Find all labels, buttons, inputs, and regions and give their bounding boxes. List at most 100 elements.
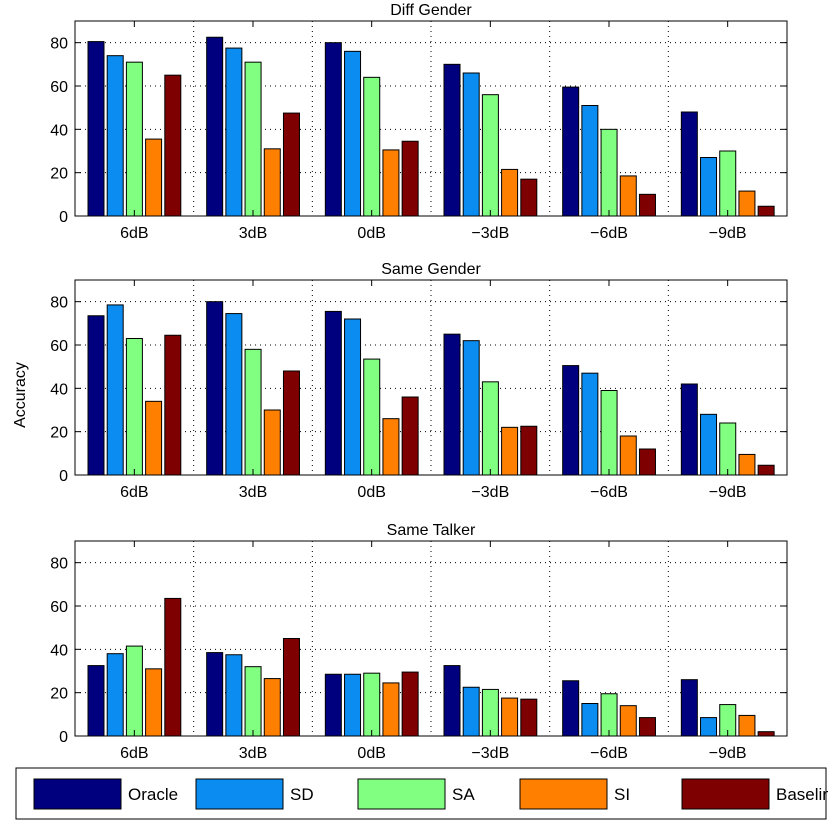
bar-si-5 bbox=[619, 175, 637, 217]
legend-swatch-sd bbox=[195, 778, 284, 810]
bar-oracle-1 bbox=[87, 315, 105, 476]
bar-sd-5 bbox=[581, 105, 599, 217]
bar-si-2 bbox=[263, 148, 281, 217]
y-tick-label: 80 bbox=[50, 295, 68, 312]
bar-si-3 bbox=[382, 418, 400, 476]
panel-3: Same Talker 0 20 40 60 80 6dB 3dB 0dB −3dB −6dB −9d… bbox=[50, 522, 788, 762]
x-tick-label: −3dB bbox=[471, 225, 509, 242]
panel-1: Diff Gender 0 20 40 60 80 6dB 3dB 0dB −3dB −6dB −9d… bbox=[50, 2, 788, 242]
y-tick-label: 20 bbox=[50, 166, 68, 183]
bar-sd-6 bbox=[700, 157, 718, 217]
bar-sa-1 bbox=[125, 61, 143, 217]
bar-oracle-6 bbox=[680, 383, 698, 476]
bar-baseline-5 bbox=[638, 717, 656, 737]
bar-sd-3 bbox=[344, 673, 362, 737]
y-tick-label: 20 bbox=[50, 686, 68, 703]
bar-baseline-2 bbox=[282, 112, 300, 217]
panel-title: Diff Gender bbox=[390, 2, 472, 19]
bar-sa-5 bbox=[600, 128, 618, 217]
panel-title: Same Talker bbox=[387, 522, 476, 539]
x-tick-label: 3dB bbox=[239, 484, 267, 501]
bar-si-5 bbox=[619, 435, 637, 476]
bar-baseline-4 bbox=[520, 425, 538, 476]
x-tick-label: −6dB bbox=[590, 225, 628, 242]
y-tick-label: 0 bbox=[59, 468, 68, 485]
legend-label-oracle: Oracle bbox=[128, 785, 178, 804]
bar-sd-5 bbox=[581, 703, 599, 737]
bar-si-6 bbox=[738, 190, 756, 217]
bar-oracle-1 bbox=[87, 41, 105, 217]
x-tick-label: −9dB bbox=[709, 484, 747, 501]
legend-swatch-sa bbox=[357, 778, 446, 810]
bar-oracle-4 bbox=[443, 665, 461, 737]
bar-sa-1 bbox=[125, 645, 143, 737]
bar-sa-2 bbox=[244, 348, 262, 476]
bar-si-2 bbox=[263, 409, 281, 476]
bar-sa-5 bbox=[600, 693, 618, 737]
bar-si-4 bbox=[501, 426, 519, 476]
bar-oracle-2 bbox=[206, 36, 224, 217]
x-tick-label: 3dB bbox=[239, 225, 267, 242]
bar-si-4 bbox=[501, 697, 519, 737]
bar-si-1 bbox=[145, 138, 163, 217]
bar-sd-2 bbox=[225, 654, 243, 737]
y-tick-label: 0 bbox=[59, 209, 68, 226]
x-tick-label: 6dB bbox=[120, 745, 148, 762]
bar-oracle-3 bbox=[324, 310, 342, 476]
x-tick-label: −9dB bbox=[709, 225, 747, 242]
x-tick-label: −9dB bbox=[709, 745, 747, 762]
y-tick-label: 20 bbox=[50, 425, 68, 442]
legend-swatch-si bbox=[519, 778, 608, 810]
y-axis-label: Accuracy bbox=[12, 362, 29, 428]
y-tick-label: 0 bbox=[59, 729, 68, 746]
legend-swatch-baseline bbox=[681, 778, 770, 810]
bar-sd-1 bbox=[106, 653, 124, 737]
x-tick-label: 0dB bbox=[357, 745, 385, 762]
plot-frame bbox=[74, 540, 788, 737]
x-tick-label: −6dB bbox=[590, 484, 628, 501]
y-tick-label: 40 bbox=[50, 122, 68, 139]
bar-sa-2 bbox=[244, 666, 262, 737]
legend-label-sd: SD bbox=[290, 785, 314, 804]
bar-oracle-5 bbox=[562, 86, 580, 217]
bar-baseline-3 bbox=[401, 396, 419, 476]
bar-sd-2 bbox=[225, 47, 243, 217]
plot-frame bbox=[74, 279, 788, 476]
bar-baseline-2 bbox=[282, 370, 300, 476]
bar-oracle-3 bbox=[324, 42, 342, 217]
plot-frame bbox=[74, 20, 788, 217]
bar-oracle-4 bbox=[443, 63, 461, 217]
bar-si-5 bbox=[619, 705, 637, 737]
bar-si-6 bbox=[738, 714, 756, 737]
bar-baseline-1 bbox=[164, 597, 182, 737]
bar-si-3 bbox=[382, 682, 400, 737]
y-tick-label: 40 bbox=[50, 381, 68, 398]
x-tick-label: −3dB bbox=[471, 745, 509, 762]
bar-oracle-2 bbox=[206, 301, 224, 476]
bar-sa-4 bbox=[481, 381, 499, 476]
bar-oracle-3 bbox=[324, 673, 342, 737]
bar-baseline-1 bbox=[164, 74, 182, 217]
bar-baseline-5 bbox=[638, 448, 656, 476]
y-tick-label: 80 bbox=[50, 36, 68, 53]
legend-swatch-oracle bbox=[33, 778, 122, 810]
bar-sa-3 bbox=[363, 76, 381, 217]
bar-sa-2 bbox=[244, 61, 262, 217]
bar-sd-6 bbox=[700, 413, 718, 476]
x-tick-label: 0dB bbox=[357, 484, 385, 501]
bar-sd-2 bbox=[225, 313, 243, 476]
bar-si-4 bbox=[501, 168, 519, 217]
bar-sd-1 bbox=[106, 55, 124, 217]
bar-si-1 bbox=[145, 400, 163, 476]
y-tick-label: 40 bbox=[50, 642, 68, 659]
panel-2: Same Gender 0 20 40 60 80 6dB 3dB 0dB −3dB −6dB −9d… bbox=[50, 261, 788, 501]
bar-baseline-6 bbox=[757, 731, 775, 737]
legend-label-baseline: Baseline bbox=[776, 785, 828, 804]
x-tick-label: 6dB bbox=[120, 225, 148, 242]
bar-sa-1 bbox=[125, 338, 143, 476]
legend-label-sa: SA bbox=[452, 785, 475, 804]
x-tick-label: −3dB bbox=[471, 484, 509, 501]
x-tick-label: 6dB bbox=[120, 484, 148, 501]
bar-baseline-6 bbox=[757, 205, 775, 217]
